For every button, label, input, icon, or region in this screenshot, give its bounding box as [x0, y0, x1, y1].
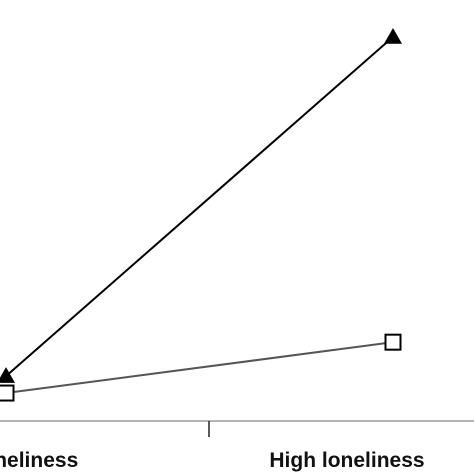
x-tick-label-low-loneliness: Low loneliness [0, 449, 78, 472]
series-1-point-0 [0, 384, 15, 402]
series-1 [0, 333, 402, 402]
plot-area [0, 27, 402, 402]
x-axis: Low loneliness High loneliness [0, 420, 474, 472]
series-1-line [5, 341, 394, 395]
series-0-line [5, 36, 394, 377]
x-tick-label-high-loneliness: High loneliness [269, 449, 424, 472]
series-0-point-1 [384, 27, 402, 44]
series-1-point-1 [384, 333, 402, 351]
series-layer [0, 27, 402, 402]
series-0-point-0 [0, 367, 15, 383]
series-0 [0, 27, 402, 383]
